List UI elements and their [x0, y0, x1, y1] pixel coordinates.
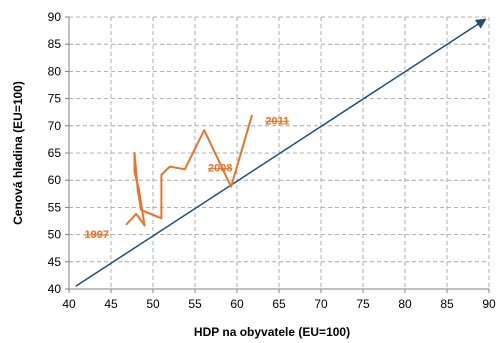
series-group — [125, 114, 254, 227]
y-tick-label: 90 — [48, 10, 62, 24]
year-annotation: 1997 — [84, 229, 108, 241]
x-tick-label: 85 — [440, 297, 454, 311]
x-tick-label: 90 — [482, 297, 496, 311]
y-tick-label: 50 — [48, 228, 62, 242]
y-tick-label: 75 — [48, 92, 62, 106]
x-axis-title: HDP na obyvatele (EU=100) — [194, 325, 350, 339]
series-line — [125, 114, 254, 227]
y-axis-title: Cenová hladina (EU=100) — [11, 81, 25, 225]
x-tick-label: 40 — [62, 297, 76, 311]
reference-line — [75, 18, 487, 287]
x-tick-label: 50 — [146, 297, 160, 311]
x-tick-label: 60 — [230, 297, 244, 311]
y-tick-label: 70 — [48, 119, 62, 133]
y-tick-label: 80 — [48, 64, 62, 78]
x-tick-label: 75 — [356, 297, 370, 311]
y-tick-label: 45 — [48, 255, 62, 269]
tick-labels: 40 45 50 55 60 65 70 75 80 85 90 40 45 50 55 60 65 70 75 80… — [48, 10, 496, 311]
y-tick-label: 60 — [48, 173, 62, 187]
x-tick-label: 55 — [188, 297, 202, 311]
year-annotation: 2008 — [208, 163, 232, 175]
axes — [65, 16, 490, 293]
year-annotation: 2011 — [265, 115, 289, 127]
x-tick-label: 80 — [398, 297, 412, 311]
y-tick-label: 85 — [48, 37, 62, 51]
reference-line-group — [75, 18, 487, 287]
x-tick-label: 45 — [104, 297, 118, 311]
y-tick-label: 55 — [48, 200, 62, 214]
annotations: 1997 2008 2011 — [84, 115, 289, 241]
y-tick-label: 40 — [48, 282, 62, 296]
x-tick-label: 70 — [314, 297, 328, 311]
x-tick-label: 65 — [272, 297, 286, 311]
y-tick-label: 65 — [48, 146, 62, 160]
